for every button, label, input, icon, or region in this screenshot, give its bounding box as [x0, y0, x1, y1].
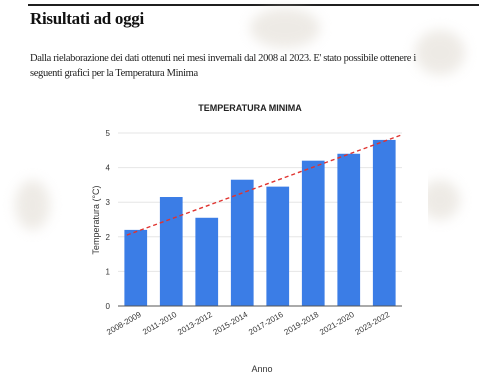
bars: [124, 139, 396, 306]
x-tick-label: 2008-2009: [105, 310, 143, 337]
chart-title: TEMPERATURA MINIMA: [198, 103, 302, 113]
background-decoration: [250, 8, 320, 48]
y-tick-label: 4: [106, 164, 111, 173]
bar: [337, 153, 361, 306]
page-heading: Risultati ad oggi: [30, 9, 144, 28]
x-tick-label: 2011-2010: [141, 310, 179, 337]
bar: [159, 197, 183, 306]
x-axis-ticks: 2008-20092011-20102013-20122015-20142017…: [105, 310, 392, 337]
bar: [372, 139, 396, 306]
x-tick-label: 2023-2022: [354, 310, 392, 337]
temperature-chart: TEMPERATURA MINIMA 0 1 2 3 4 5 2008-20092011-…: [91, 103, 403, 374]
y-tick-label: 5: [106, 129, 111, 138]
bar: [230, 179, 254, 306]
y-axis-label: Temperatura (°C): [91, 185, 101, 254]
intro-text: Dalla rielaborazione dei dati ottenuti n…: [30, 53, 416, 79]
chart-card: TEMPERATURA MINIMA 0 1 2 3 4 5 2008-2009 2011-…: [72, 88, 428, 390]
y-tick-label: 3: [106, 198, 111, 207]
x-tick-label: 2021-2020: [318, 310, 356, 337]
bar: [195, 217, 219, 306]
x-tick-label: 2017-2016: [247, 310, 285, 337]
x-tick-label: 2013-2012: [176, 310, 214, 337]
y-axis-ticks: 0 1 2 3 4 5: [106, 129, 111, 311]
trendline-layer: [126, 134, 403, 236]
bar: [266, 186, 290, 306]
y-tick-label: 2: [106, 233, 111, 242]
x-tick-label: 2019-2018: [283, 310, 321, 337]
y-tick-label: 0: [106, 302, 111, 311]
trendline: [126, 134, 403, 236]
bar: [301, 160, 325, 306]
x-axis-label: Anno: [251, 364, 272, 374]
bar: [124, 229, 148, 306]
x-tick-label: 2015-2014: [212, 310, 250, 337]
y-tick-label: 1: [106, 267, 111, 276]
background-decoration: [415, 30, 465, 75]
background-decoration: [15, 180, 50, 230]
top-rule: [28, 4, 479, 6]
